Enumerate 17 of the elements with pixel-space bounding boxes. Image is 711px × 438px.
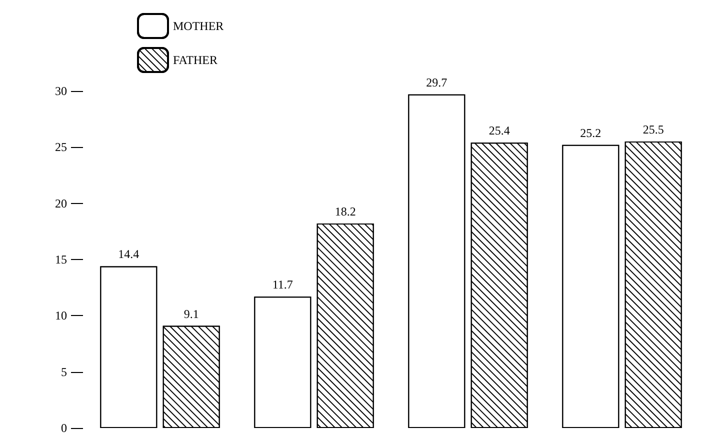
- legend-label: FATHER: [173, 53, 218, 67]
- legend-label: MOTHER: [173, 19, 224, 33]
- y-tick-label: 25: [55, 140, 67, 154]
- data-label: 18.2: [334, 204, 356, 219]
- data-label: 29.7: [426, 75, 448, 90]
- data-label: 25.4: [488, 124, 510, 138]
- data-label: 14.4: [118, 247, 140, 262]
- y-tick-label: 0: [61, 421, 67, 435]
- data-label: 11.7: [272, 278, 293, 292]
- data-label: 25.2: [580, 126, 602, 140]
- y-tick-label: 10: [55, 308, 67, 323]
- y-tick-label: 5: [61, 364, 67, 379]
- y-tick-label: 15: [55, 252, 67, 266]
- data-label: 25.5: [642, 122, 664, 137]
- data-label: 9.1: [184, 306, 199, 321]
- y-tick-label: 20: [55, 196, 67, 210]
- y-tick-label: 30: [55, 84, 67, 98]
